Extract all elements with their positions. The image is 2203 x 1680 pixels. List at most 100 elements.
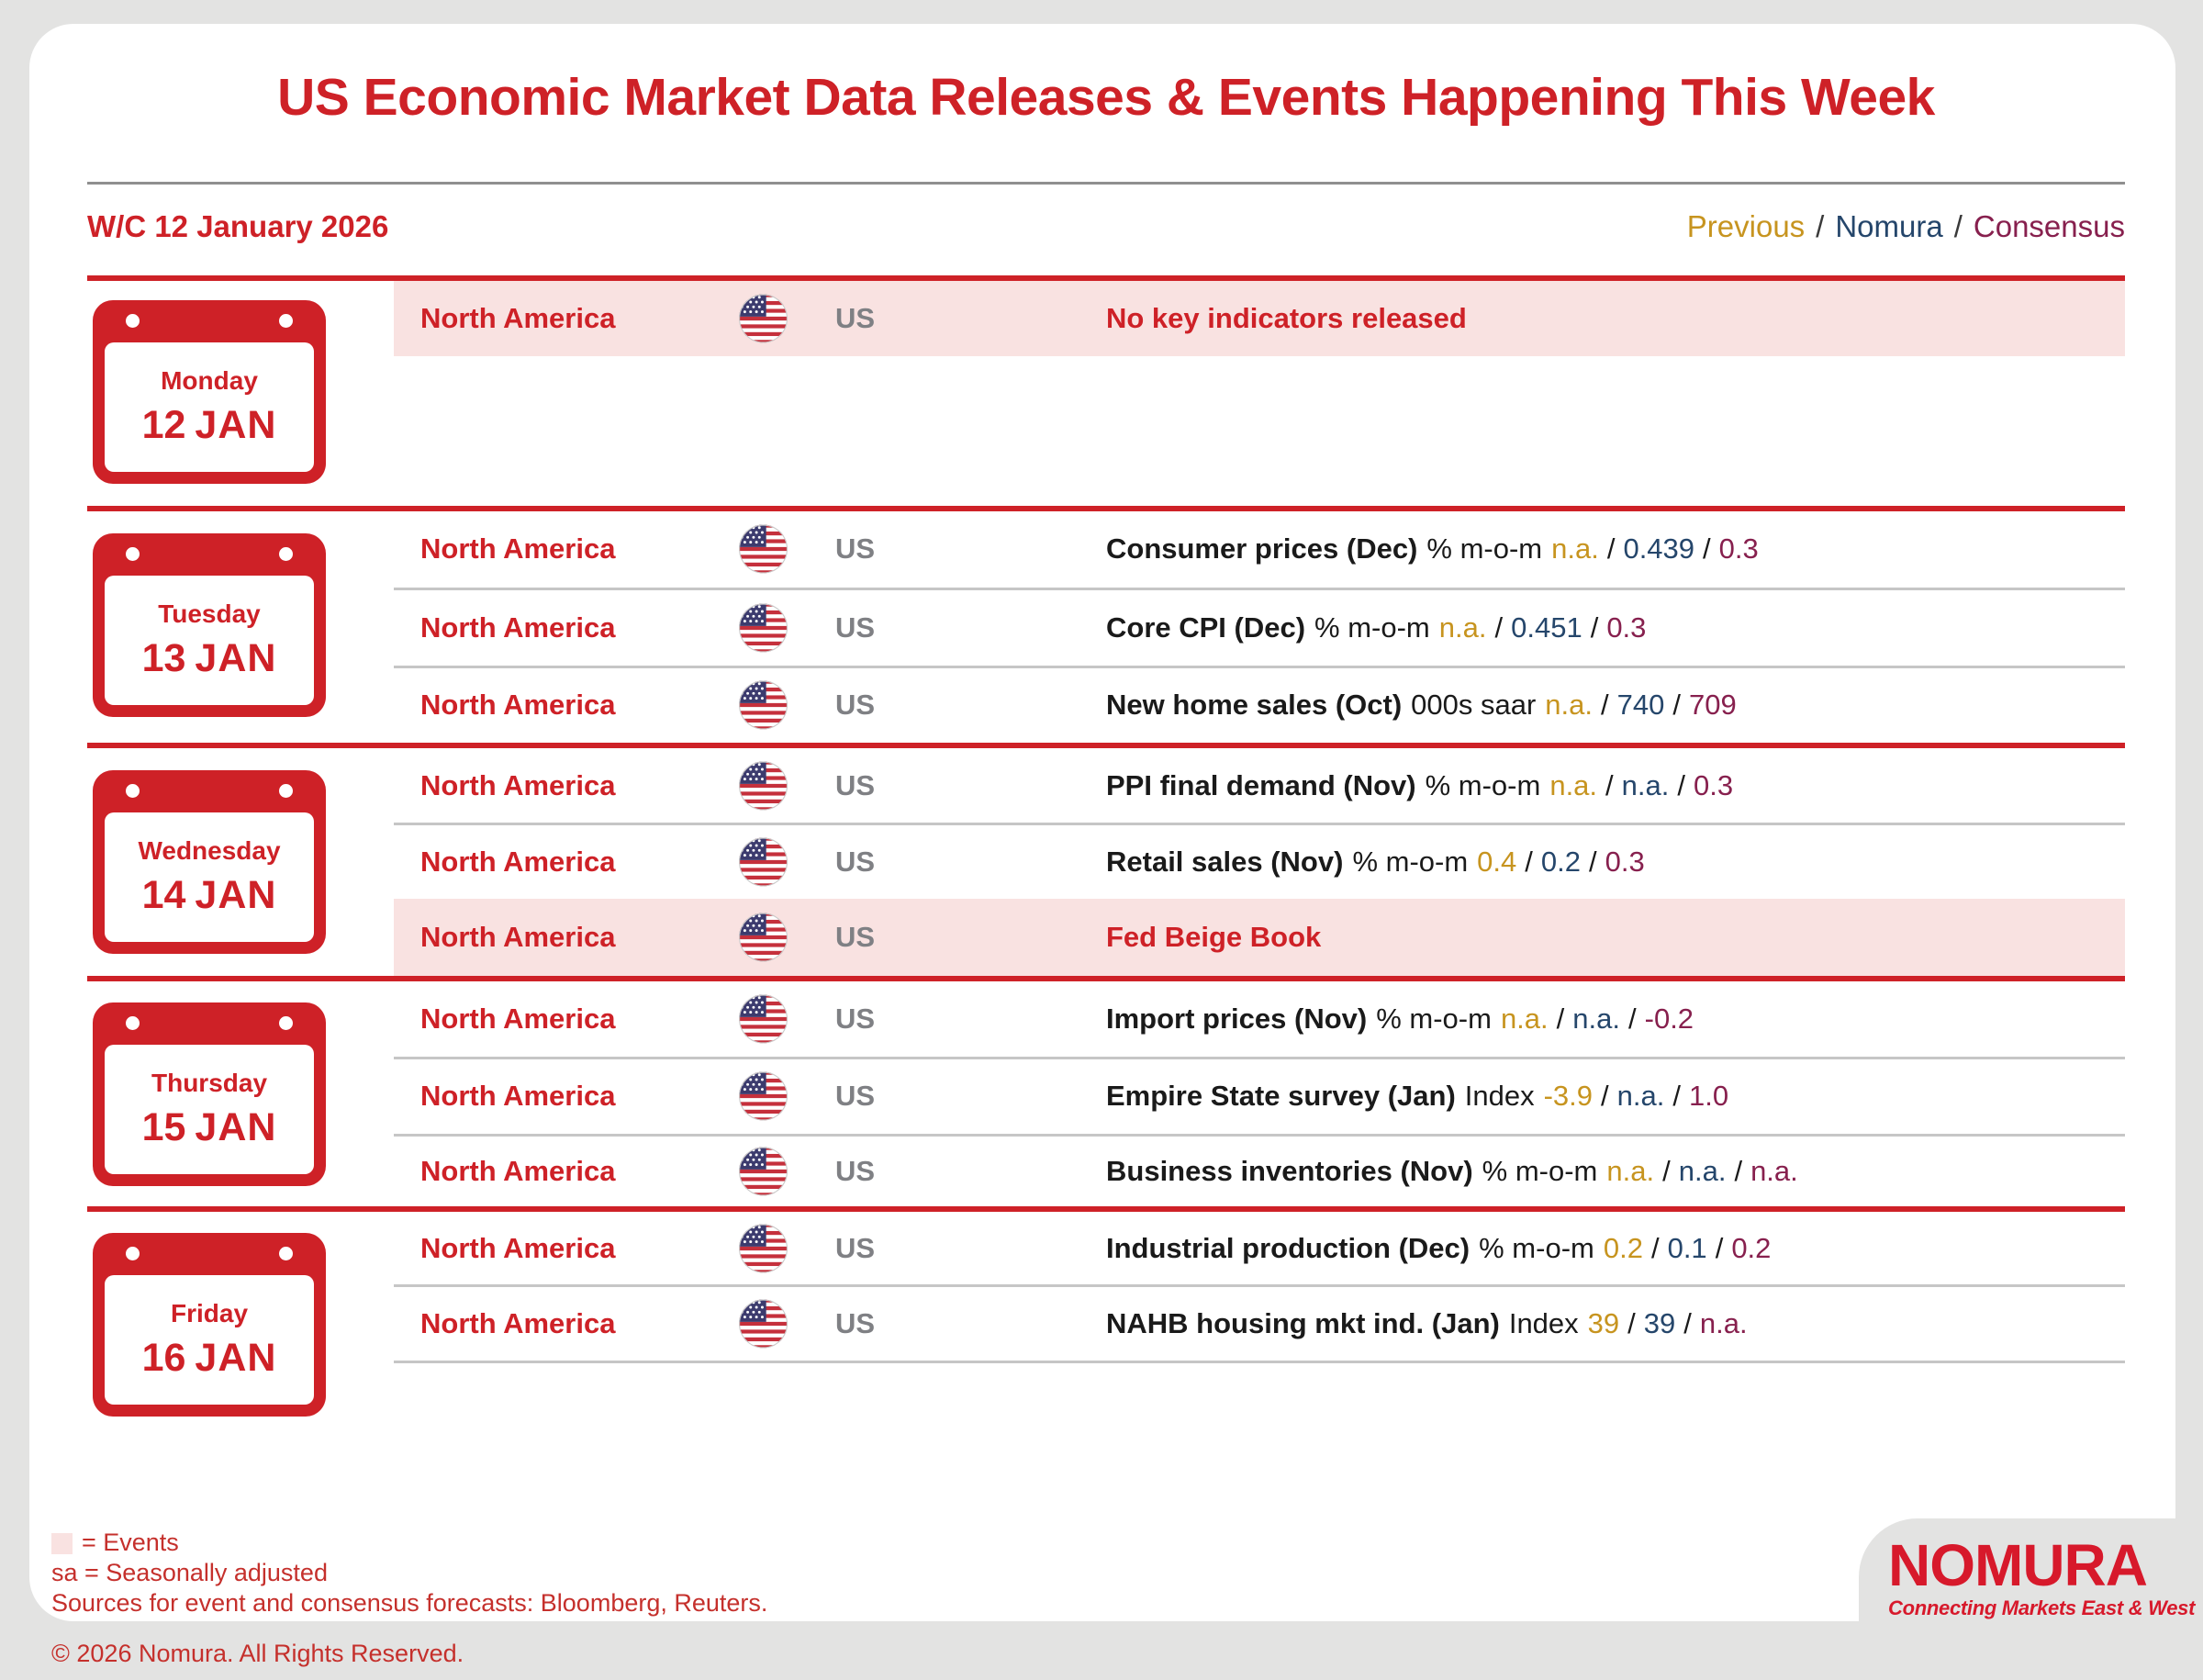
calendar-thursday: Thursday 15 JAN	[93, 1002, 326, 1186]
day-date: 12 JAN	[141, 403, 277, 447]
us-flag-icon	[738, 760, 788, 811]
indicator-unit: % m-o-m	[1376, 1002, 1492, 1035]
indicator: Core CPI (Dec)% m-o-m n.a./0.451/0.3	[1106, 610, 1647, 644]
events-legend: = Events	[51, 1528, 767, 1558]
indicator-name: Industrial production (Dec)	[1106, 1231, 1471, 1264]
us-flag-icon	[738, 1223, 788, 1273]
calendar-ring-icon	[126, 1247, 140, 1260]
data-row: North America US New home sales (Oct) 000…	[394, 667, 2125, 742]
row-divider	[394, 823, 2125, 825]
indicator-name: PPI final demand (Nov)	[1106, 768, 1416, 801]
region-label: North America	[420, 1154, 616, 1187]
nomura-wordmark: NOMURA	[1888, 1532, 2148, 1598]
us-flag-icon	[738, 836, 788, 887]
indicator: Industrial production (Dec)% m-o-m 0.2/0.…	[1106, 1231, 1772, 1264]
sources-footnote: Sources for event and consensus forecast…	[51, 1589, 768, 1617]
indicator: PPI final demand (Nov)% m-o-m n.a. / n.a./0…	[1106, 768, 1734, 801]
previous-value: n.a.	[1549, 768, 1598, 801]
logo-notch	[1859, 1518, 2175, 1621]
calendar-ring-icon	[126, 314, 140, 328]
indicator: Empire State survey (Jan) Index -3.9/n.a. /…	[1106, 1080, 1729, 1112]
data-row: North America US Industrial production (…	[394, 1212, 2125, 1284]
consensus-value: 0.3	[1605, 845, 1645, 878]
calendar-monday: Monday 12 JAN	[93, 300, 326, 484]
data-row: North America US Business inventories (N…	[394, 1136, 2125, 1206]
legend-previous: Previous	[1686, 209, 1806, 243]
previous-value: n.a.	[1545, 688, 1594, 721]
nomura-value: 0.1	[1667, 1231, 1707, 1264]
indicator-name: Core CPI (Dec)	[1106, 610, 1306, 644]
copyright-notice: © 2026 Nomura. All Rights Reserved.	[51, 1640, 464, 1667]
day-separator	[87, 1206, 2125, 1212]
country-label: US	[835, 1154, 876, 1187]
country-label: US	[835, 921, 876, 953]
nomura-value: n.a.	[1621, 768, 1670, 801]
us-flag-icon	[738, 1071, 788, 1122]
country-label: US	[835, 302, 876, 334]
us-flag-icon	[738, 913, 788, 963]
nomura-logo: NOMURA Connecting Markets East & West	[1888, 1532, 2195, 1620]
day-name: Thursday	[151, 1069, 268, 1097]
event-label: No key indicators released	[1106, 302, 1467, 334]
consensus-value: n.a.	[1699, 1306, 1748, 1339]
data-row: North America US NAHB housing mkt ind. (…	[394, 1286, 2125, 1361]
indicator: Import prices (Nov)% m-o-m n.a. / n.a. / -0.2	[1106, 1002, 1694, 1035]
previous-value: n.a.	[1500, 1002, 1549, 1035]
row-divider	[394, 1361, 2125, 1363]
indicator-name: Empire State survey (Jan)	[1106, 1080, 1456, 1112]
legend-nomura: Nomura	[1835, 209, 1943, 243]
day-separator	[87, 275, 2125, 281]
consensus-value: n.a.	[1750, 1154, 1798, 1187]
calendar-friday: Friday 16 JAN	[93, 1233, 326, 1417]
previous-value: -3.9	[1543, 1080, 1594, 1112]
consensus-value: 0.3	[1606, 610, 1647, 644]
country-label: US	[835, 768, 876, 801]
event-row: North America US Fed Beige Book	[394, 899, 2125, 976]
indicator-unit: % m-o-m	[1352, 845, 1469, 878]
nomura-value: 39	[1643, 1306, 1676, 1339]
indicator: Retail sales (Nov)% m-o-m 0.4/0.2/0.3	[1106, 845, 1645, 878]
calendar-ring-icon	[126, 547, 140, 561]
day-date: 15 JAN	[141, 1105, 277, 1149]
row-divider	[394, 1284, 2125, 1287]
day-date: 16 JAN	[141, 1336, 277, 1380]
us-flag-icon	[738, 1146, 788, 1196]
legend-consensus: Consensus	[1973, 209, 2125, 243]
nomura-value: 0.439	[1623, 532, 1695, 565]
nomura-value: n.a.	[1616, 1080, 1665, 1112]
sa-footnote: sa = Seasonally adjusted	[51, 1559, 328, 1586]
region-label: North America	[420, 845, 616, 878]
data-row: North America US Import prices (Nov)% m-…	[394, 981, 2125, 1057]
indicator-name: Import prices (Nov)	[1106, 1002, 1368, 1035]
event-color-swatch	[51, 1533, 73, 1554]
us-flag-icon	[738, 602, 788, 653]
calendar-tuesday: Tuesday 13 JAN	[93, 533, 326, 717]
day-date: 14 JAN	[141, 873, 277, 917]
previous-value: n.a.	[1438, 610, 1487, 644]
consensus-value: 709	[1689, 688, 1737, 721]
previous-value: 39	[1587, 1306, 1620, 1339]
region-label: North America	[420, 1231, 616, 1264]
country-label: US	[835, 688, 876, 721]
page-title: US Economic Market Data Releases & Event…	[277, 68, 1935, 127]
nomura-value: n.a.	[1572, 1002, 1620, 1035]
indicator-unit: % m-o-m	[1314, 610, 1430, 644]
indicator-name: Business inventories (Nov)	[1106, 1154, 1473, 1187]
country-label: US	[835, 532, 876, 565]
previous-value: 0.4	[1477, 845, 1517, 878]
day-name: Friday	[170, 1299, 249, 1327]
data-row: North America US Empire State survey (Ja…	[394, 1058, 2125, 1134]
indicator-unit: Index	[1464, 1080, 1535, 1112]
us-flag-icon	[738, 994, 788, 1045]
consensus-value: 0.3	[1718, 532, 1759, 565]
data-row: North America US Retail sales (Nov)% m-o…	[394, 824, 2125, 899]
nomura-value: n.a.	[1678, 1154, 1727, 1187]
indicator: Consumer prices (Dec)% m-o-m n.a./0.439/0…	[1106, 532, 1759, 565]
indicator: NAHB housing mkt ind. (Jan) Index 39/39/n.…	[1106, 1306, 1748, 1339]
calendar-ring-icon	[279, 784, 293, 798]
country-label: US	[835, 1306, 876, 1339]
nomura-value: 0.2	[1540, 845, 1581, 878]
indicator-unit: % m-o-m	[1479, 1231, 1594, 1264]
day-separator	[87, 976, 2125, 981]
previous-value: 0.2	[1603, 1231, 1643, 1264]
